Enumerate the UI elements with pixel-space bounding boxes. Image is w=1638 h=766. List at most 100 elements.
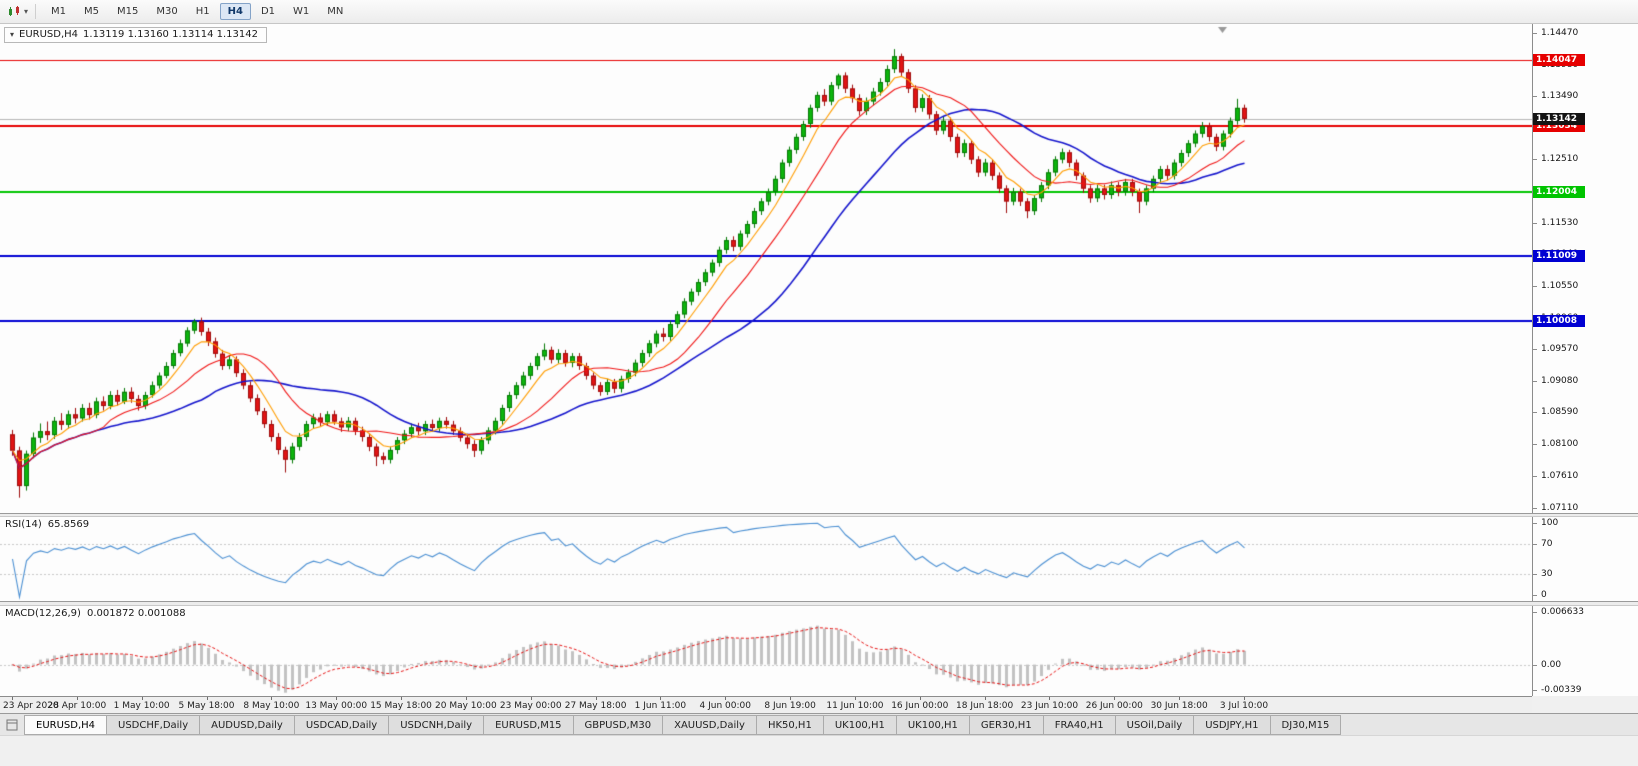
axis-tick-mark — [1533, 223, 1537, 224]
chart-tab-fra40-h1[interactable]: FRA40,H1 — [1043, 715, 1116, 735]
chart-tab-audusd-daily[interactable]: AUDUSD,Daily — [200, 715, 295, 735]
chart-tab-hk50-h1[interactable]: HK50,H1 — [756, 715, 824, 735]
macd-name: MACD(12,26,9) — [5, 608, 81, 619]
timeframe-button-m1[interactable]: M1 — [51, 6, 67, 17]
panel-separator[interactable] — [0, 513, 1638, 517]
macd-current-values: 0.001872 0.001088 — [86, 608, 186, 619]
axis-tick-mark — [1533, 381, 1537, 382]
timeframe-button-m30[interactable]: M30 — [156, 6, 178, 17]
timeframe-button-h4[interactable]: H4 — [219, 3, 251, 20]
time-axis-tick — [920, 697, 921, 700]
axis-tick-label: 1.13490 — [1541, 91, 1579, 101]
axis-tick-mark — [1533, 508, 1537, 509]
chart-tab-uk100-h1[interactable]: UK100,H1 — [823, 715, 897, 735]
timeframe-toolbar: ▾ M1 M5 M15 M30 H1 H4 D1 W1 MN — [0, 0, 1638, 24]
timeframe-button-h1[interactable]: H1 — [195, 6, 210, 17]
time-axis-label: 1 May 10:00 — [113, 701, 170, 711]
chart-tab-xauusd-daily[interactable]: XAUUSD,Daily — [663, 715, 757, 735]
chart-tab-usoil-daily[interactable]: USOil,Daily — [1115, 715, 1195, 735]
axis-tick-mark — [1533, 595, 1537, 596]
time-axis-tick — [1244, 697, 1245, 700]
timeframe-button-w1[interactable]: W1 — [293, 6, 310, 17]
time-axis-label: 11 Jun 10:00 — [826, 701, 884, 711]
time-axis-label: 23 Apr 2020 — [3, 701, 59, 711]
rsi-current-value: 65.8569 — [47, 519, 90, 530]
timeframe-button-m5[interactable]: M5 — [84, 6, 100, 17]
toolbar-separator — [35, 4, 37, 19]
chart-type-dropdown-icon[interactable]: ▾ — [24, 7, 29, 16]
time-axis-tick — [12, 697, 13, 700]
chart-tab-usdchf-daily[interactable]: USDCHF,Daily — [107, 715, 201, 735]
timeframe-button-d1[interactable]: D1 — [260, 6, 276, 17]
axis-tick-label: 1.07110 — [1541, 503, 1579, 513]
time-axis-label: 3 Jul 10:00 — [1219, 701, 1269, 711]
macd-axis: 0.006633 0.00 -0.00339 — [1532, 606, 1638, 696]
chart-tab-eurusd-m15[interactable]: EURUSD,M15 — [484, 715, 574, 735]
timeframe-button-mn[interactable]: MN — [327, 6, 344, 17]
rsi-label: RSI(14) 65.8569 — [5, 519, 89, 530]
tab-list-icon[interactable] — [4, 717, 20, 732]
time-axis-label: 5 May 18:00 — [178, 701, 235, 711]
time-axis-tick — [790, 697, 791, 700]
price-line-label: 1.13142 — [1533, 113, 1585, 125]
timeframe-buttons: M1 M5 M15 M30 H1 H4 D1 W1 MN — [42, 3, 352, 20]
collapse-icon[interactable]: ▾ — [10, 30, 15, 39]
axis-tick-mark — [1533, 574, 1537, 575]
chart-tab-ger30-h1[interactable]: GER30,H1 — [969, 715, 1044, 735]
axis-tick-mark — [1533, 523, 1537, 524]
axis-tick-label: 100 — [1541, 518, 1559, 528]
price-chart-panel: ▾ EURUSD,H4 1.13119 1.13160 1.13114 1.13… — [0, 24, 1532, 513]
price-line-label: 1.12004 — [1533, 186, 1585, 198]
macd-canvas[interactable] — [0, 606, 1532, 696]
time-axis-tick — [985, 697, 986, 700]
time-axis-label: 28 Apr 10:00 — [47, 701, 107, 711]
axis-tick-label: 30 — [1541, 569, 1553, 579]
time-axis-label: 23 Jun 10:00 — [1020, 701, 1079, 711]
time-axis-tick — [466, 697, 467, 700]
axis-tick-mark — [1533, 33, 1537, 34]
chart-tab-usdjpy-h1[interactable]: USDJPY,H1 — [1194, 715, 1271, 735]
axis-tick-label: -0.00339 — [1541, 685, 1582, 695]
axis-tick-mark — [1533, 690, 1537, 691]
time-axis-label: 27 May 18:00 — [564, 701, 627, 711]
time-axis-label: 15 May 18:00 — [370, 701, 432, 711]
price-line-label: 1.14047 — [1533, 54, 1585, 66]
axis-tick-mark — [1533, 612, 1537, 613]
timeframe-button-m15[interactable]: M15 — [117, 6, 139, 17]
axis-tick-mark — [1533, 444, 1537, 445]
status-bar — [0, 735, 1638, 766]
time-axis-label: 1 Jun 11:00 — [634, 701, 687, 711]
axis-tick-label: 1.10550 — [1541, 281, 1579, 291]
time-axis-tick — [142, 697, 143, 700]
time-axis-label: 20 May 10:00 — [435, 701, 497, 711]
chart-symbol-timeframe: EURUSD,H4 — [19, 29, 79, 40]
chart-tab-uk100-h1[interactable]: UK100,H1 — [896, 715, 970, 735]
axis-tick-label: 1.14470 — [1541, 28, 1579, 38]
axis-tick-mark — [1533, 159, 1537, 160]
time-axis-label: 8 May 10:00 — [243, 701, 300, 711]
chart-type-icon[interactable] — [5, 4, 23, 20]
axis-tick-label: 1.09080 — [1541, 376, 1579, 386]
panel-separator[interactable] — [0, 601, 1638, 606]
time-axis-label: 18 Jun 18:00 — [956, 701, 1014, 711]
macd-label: MACD(12,26,9) 0.001872 0.001088 — [5, 608, 186, 619]
price-chart-canvas[interactable] — [0, 24, 1532, 513]
chart-tab-dj30-m15[interactable]: DJ30,M15 — [1270, 715, 1342, 735]
axis-tick-label: 1.08100 — [1541, 439, 1579, 449]
time-axis-label: 23 May 00:00 — [499, 701, 562, 711]
chart-ohlc-values: 1.13119 1.13160 1.13114 1.13142 — [83, 29, 258, 40]
time-axis[interactable]: 23 Apr 2020 28 Apr 10:00 1 May 10:00 5 May … — [0, 696, 1532, 713]
rsi-canvas[interactable] — [0, 517, 1532, 601]
time-axis-tick — [725, 697, 726, 700]
chart-tab-usdcnh-daily[interactable]: USDCNH,Daily — [389, 715, 485, 735]
chart-tab-usdcad-daily[interactable]: USDCAD,Daily — [294, 715, 390, 735]
rsi-axis: 100 70 30 0 — [1532, 517, 1638, 601]
time-axis-tick — [855, 697, 856, 700]
chart-tab-gbpusd-m30[interactable]: GBPUSD,M30 — [573, 715, 664, 735]
time-axis-tick — [336, 697, 337, 700]
chart-tab-eurusd-h4[interactable]: EURUSD,H4 — [24, 715, 108, 735]
axis-tick-label: 1.07610 — [1541, 471, 1579, 481]
axis-tick-mark — [1533, 286, 1537, 287]
price-axis[interactable]: 1.144701.139801.134901.130001.125101.120… — [1532, 24, 1638, 513]
price-line-label: 1.11009 — [1533, 250, 1585, 262]
